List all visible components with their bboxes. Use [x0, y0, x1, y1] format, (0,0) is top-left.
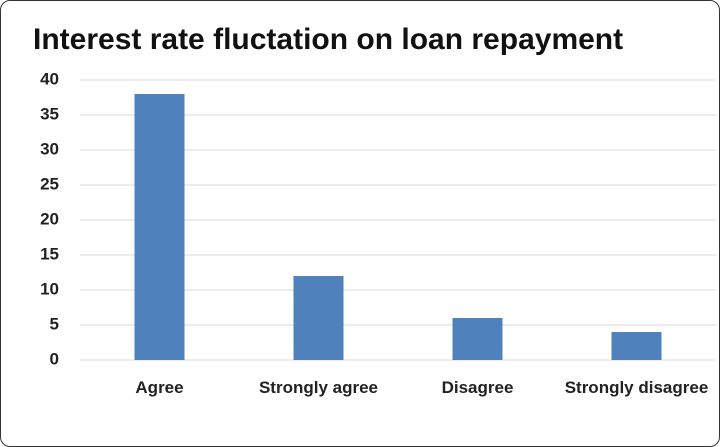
y-tick-label: 20 — [40, 209, 59, 228]
y-tick-label: 10 — [40, 279, 59, 298]
x-tick-label: Strongly agree — [258, 378, 379, 397]
bar — [293, 276, 344, 360]
y-tick-label: 30 — [40, 139, 59, 158]
y-tick-label: 5 — [50, 314, 59, 333]
y-tick-label: 35 — [40, 104, 59, 123]
y-tick-label: 25 — [40, 174, 59, 193]
y-tick-label: 0 — [50, 349, 59, 368]
x-tick-label: Agree — [135, 378, 184, 397]
x-tick-label: Strongly disagree — [564, 378, 709, 397]
x-tick-label: Disagree — [441, 378, 514, 397]
bar — [611, 332, 662, 360]
bar — [134, 94, 185, 360]
chart-title: Interest rate fluctation on loan repayme… — [33, 23, 623, 56]
bar — [452, 318, 503, 360]
y-tick-label: 40 — [40, 69, 59, 88]
y-tick-label: 15 — [40, 244, 59, 263]
